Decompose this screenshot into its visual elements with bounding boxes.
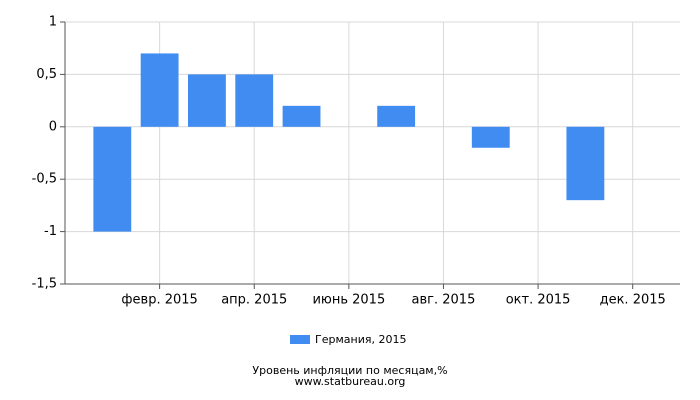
y-tick-label: 0 [49,119,57,134]
y-tick-label: -1,5 [32,277,57,292]
x-tick-label: авг. 2015 [412,293,476,308]
legend-swatch [290,335,310,344]
x-tick-label: июнь 2015 [312,293,385,308]
bar [377,105,416,127]
source: www.statbureau.org [295,375,406,388]
x-axis-title: Уровень инфляции по месяцам,% [252,364,447,377]
bar [235,74,274,127]
x-tick-label: февр. 2015 [121,293,197,308]
bar [471,126,510,148]
x-tick-label: апр. 2015 [221,293,287,308]
bar [93,126,132,232]
bar [282,105,321,127]
legend-label: Германия, 2015 [315,333,406,346]
y-tick-label: 0,5 [36,67,57,82]
x-tick-label: окт. 2015 [506,293,571,308]
bar [140,53,179,127]
y-tick-label: -1 [44,224,57,239]
y-tick-label: -0,5 [32,172,57,187]
y-tick-label: 1 [49,15,57,30]
x-tick-label: дек. 2015 [600,293,666,308]
bar [566,126,605,201]
bar [188,74,226,127]
